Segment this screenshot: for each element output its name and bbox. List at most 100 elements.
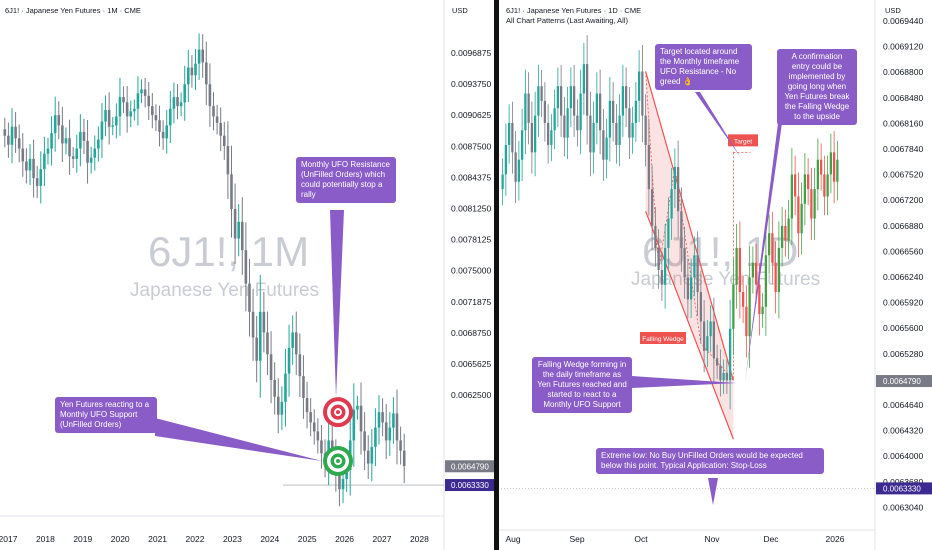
candle-body	[165, 125, 169, 139]
candle-body	[748, 277, 751, 337]
candle-body	[689, 277, 693, 300]
time-tick-label: 2018	[36, 534, 55, 544]
candle-body	[793, 174, 797, 197]
candle-body	[381, 412, 384, 423]
price-tick-label: 0.0084375	[451, 172, 491, 182]
candle-body	[280, 401, 284, 415]
candle-body	[320, 440, 323, 454]
candle-body	[819, 159, 823, 175]
candle-body	[732, 284, 735, 329]
candle-body	[194, 63, 197, 76]
candle-body	[660, 270, 664, 285]
candle-body	[832, 152, 836, 182]
note-ufo-resistance[interactable]: Monthly UFO Resistance (UnFilled Orders)…	[296, 157, 396, 203]
candle-body	[107, 110, 111, 127]
candles-group	[3, 33, 444, 507]
candle-body	[637, 71, 641, 101]
candle-body	[219, 122, 222, 136]
candle-body	[608, 100, 612, 138]
candle-body	[761, 306, 764, 315]
annotations: 0.0064790 0.0063330	[155, 210, 494, 492]
note-extreme-low[interactable]: Extreme low: No Buy UnFilled Orders woul…	[596, 448, 824, 474]
candle-body	[97, 139, 100, 149]
panel-divider[interactable]	[494, 0, 499, 550]
price-tick-label: 0.0067840	[883, 144, 923, 154]
price-tick-label: 0.0066240	[883, 272, 923, 282]
candle-body	[501, 174, 504, 190]
candle-body	[312, 422, 316, 432]
price-tick-label: 0.0068750	[451, 328, 491, 338]
candle-body	[190, 67, 194, 76]
candle-body	[147, 95, 151, 107]
time-tick-label: Nov	[704, 534, 720, 544]
candle-body	[602, 130, 605, 160]
candle-body	[758, 284, 761, 315]
time-axis: 2017 2018 2019 2020 2021 2022 2023 2024 2025 2026…	[0, 534, 429, 544]
candle-body	[628, 108, 631, 138]
price-tick-label: 0.0087500	[451, 141, 491, 151]
candle-body	[624, 86, 628, 109]
time-tick-label: 2020	[111, 534, 130, 544]
candle-body	[735, 247, 738, 285]
monthly-chart[interactable]: 6J1! · Japanese Yen Futures · 1M · CME 6…	[0, 0, 494, 550]
candle-body	[122, 97, 125, 103]
price-axis: 0.0096875 0.0093750 0.0090625 0.0087500 0.00…	[451, 48, 491, 400]
candle-body	[598, 93, 602, 131]
candle-body	[605, 137, 608, 160]
currency-label: USD	[452, 6, 468, 15]
candle-body	[702, 321, 706, 351]
note-confirmation[interactable]: A confirmation entry could be implemente…	[777, 49, 857, 125]
candle-body	[715, 358, 719, 366]
candle-body	[582, 64, 586, 94]
note-ufo-support[interactable]: Yen Futures reacting to a Monthly UFO Su…	[55, 397, 157, 433]
candle-body	[179, 102, 183, 107]
daily-chart-panel[interactable]: 6J1! · Japanese Yen Futures · 1D · CME A…	[499, 0, 932, 550]
candle-body	[699, 292, 703, 322]
candle-body	[589, 115, 592, 153]
candle-body	[647, 145, 651, 190]
candle-body	[829, 152, 833, 175]
candle-body	[125, 102, 129, 117]
candle-body	[585, 64, 589, 116]
candle-body	[3, 129, 7, 136]
monthly-chart-panel[interactable]: 6J1! · Japanese Yen Futures · 1M · CME 6…	[0, 0, 494, 550]
candle-body	[712, 321, 716, 359]
candle-body	[359, 405, 363, 432]
price-tick-label: 0.0064640	[883, 400, 923, 410]
candle-body	[787, 218, 790, 241]
price-tick-label: 0.0078125	[451, 235, 491, 245]
note-target[interactable]: Target located around the Monthly timefr…	[655, 44, 752, 90]
price-tick-label: 0.0065625	[451, 359, 491, 369]
candle-body	[68, 138, 71, 157]
candle-body	[64, 138, 68, 144]
candle-body	[75, 148, 79, 159]
candle-body	[183, 84, 187, 103]
candle-body	[258, 311, 262, 361]
candle-body	[39, 169, 43, 186]
annotations: 0.0064790 0.0063330 Falling Wedge Target	[501, 92, 932, 505]
candle-body	[631, 122, 634, 138]
time-tick-label: Sep	[569, 534, 584, 544]
candle-body	[546, 122, 550, 145]
candle-body	[100, 121, 104, 140]
daily-chart[interactable]: 6J1! · Japanese Yen Futures · 1D · CME A…	[499, 0, 932, 550]
price-tick-label: 0.0068480	[883, 93, 923, 103]
note-falling-wedge[interactable]: Falling Wedge forming in the daily timef…	[532, 357, 632, 413]
time-tick-label: 2022	[186, 534, 205, 544]
candle-body	[741, 292, 745, 307]
candle-body	[86, 140, 89, 163]
low-price-label: 0.0063330	[883, 484, 921, 493]
candle-body	[806, 174, 810, 190]
candle-body	[543, 100, 547, 123]
candle-body	[517, 159, 521, 182]
candle-body	[826, 174, 829, 197]
candle-body	[618, 115, 621, 145]
candle-body	[89, 157, 93, 163]
candle-body	[754, 262, 758, 285]
candle-body	[520, 130, 524, 160]
candle-body	[537, 86, 540, 116]
candle-body	[392, 413, 395, 428]
candle-body	[154, 115, 158, 121]
candle-body	[683, 247, 686, 278]
time-tick-label: 2028	[410, 534, 429, 544]
